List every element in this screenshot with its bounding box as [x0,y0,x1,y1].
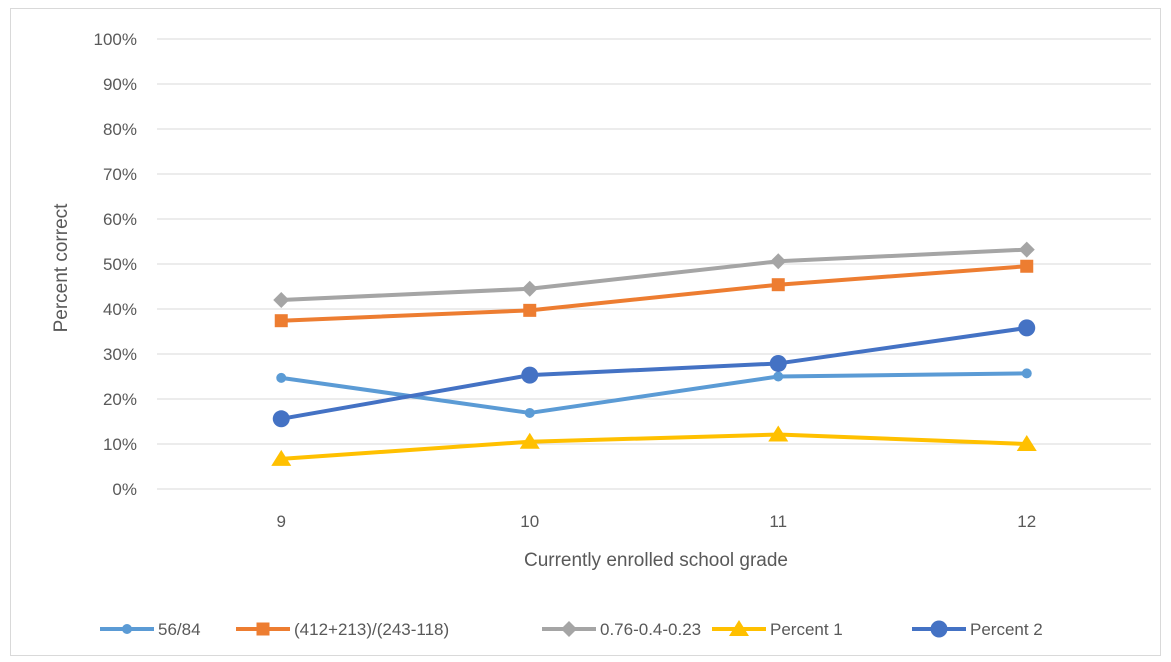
series-line [279,325,1029,421]
series-line [279,264,1029,323]
series-line [279,247,1029,302]
data-point [276,372,287,383]
x-tick-label: 11 [769,512,787,531]
y-tick-label: 10% [103,435,137,454]
x-axis-tick-labels: 9 10 11 12 [277,512,1037,531]
y-tick-label: 40% [103,300,137,319]
data-point [273,292,290,308]
series-5 [272,319,1036,428]
legend-item: 0.76-0.4-0.23 [542,620,701,639]
x-tick-label: 9 [277,512,286,531]
data-point [519,432,540,449]
legend-label: 0.76-0.4-0.23 [600,620,701,639]
legend-label: (412+213)/(243-118) [294,620,449,639]
y-tick-label: 30% [103,345,137,364]
data-point [272,410,290,428]
data-point [1018,241,1035,258]
data-point [773,371,784,382]
series-2 [274,259,1034,328]
legend-label: Percent 2 [970,620,1043,639]
y-tick-label: 90% [103,75,137,94]
series-lines [271,241,1037,466]
legend-item: Percent 2 [912,620,1043,639]
x-tick-label: 12 [1017,512,1036,531]
legend-label: 56/84 [158,620,201,639]
legend-item: 56/84 [100,620,201,639]
series-3 [273,241,1035,308]
y-axis-title: Percent correct [51,203,72,333]
data-point [1018,319,1036,337]
y-tick-label: 80% [103,120,137,139]
legend-marker [122,624,132,634]
legend-marker [561,621,577,637]
gridlines [157,38,1151,490]
y-tick-label: 70% [103,165,137,184]
data-point [1020,259,1034,273]
legend: 56/84 (412+213)/(243-118) 0.76-0.4-0.23 Per… [100,620,1043,639]
data-point [770,253,787,270]
data-point [523,303,537,317]
data-point [524,407,535,418]
legend-item: (412+213)/(243-118) [236,620,449,639]
y-tick-label: 60% [103,210,137,229]
series-4 [271,425,1037,466]
x-tick-label: 10 [520,512,539,531]
data-point [271,449,292,466]
legend-marker [256,622,270,636]
chart-frame [10,8,1161,656]
data-point [521,280,538,297]
legend-item: Percent 1 [712,620,843,639]
data-point [1016,435,1037,451]
y-tick-label: 50% [103,255,137,274]
data-point [771,278,785,292]
y-tick-label: 0% [112,480,137,499]
legend-label: Percent 1 [770,620,843,639]
data-point [768,425,789,442]
series-line [279,432,1029,461]
data-point [274,314,288,328]
series-1 [276,368,1032,418]
legend-marker [930,620,948,638]
data-point [769,354,787,372]
series-line [279,371,1029,415]
y-tick-label: 100% [94,30,137,49]
legend-marker [729,620,749,636]
data-point [521,366,539,384]
x-axis-title: Currently enrolled school grade [524,550,788,571]
y-axis-tick-labels: 0% 10% 20% 30% 40% 50% 60% 70% 80% 90% 100% [94,30,137,499]
y-tick-label: 20% [103,390,137,409]
data-point [1021,368,1032,379]
